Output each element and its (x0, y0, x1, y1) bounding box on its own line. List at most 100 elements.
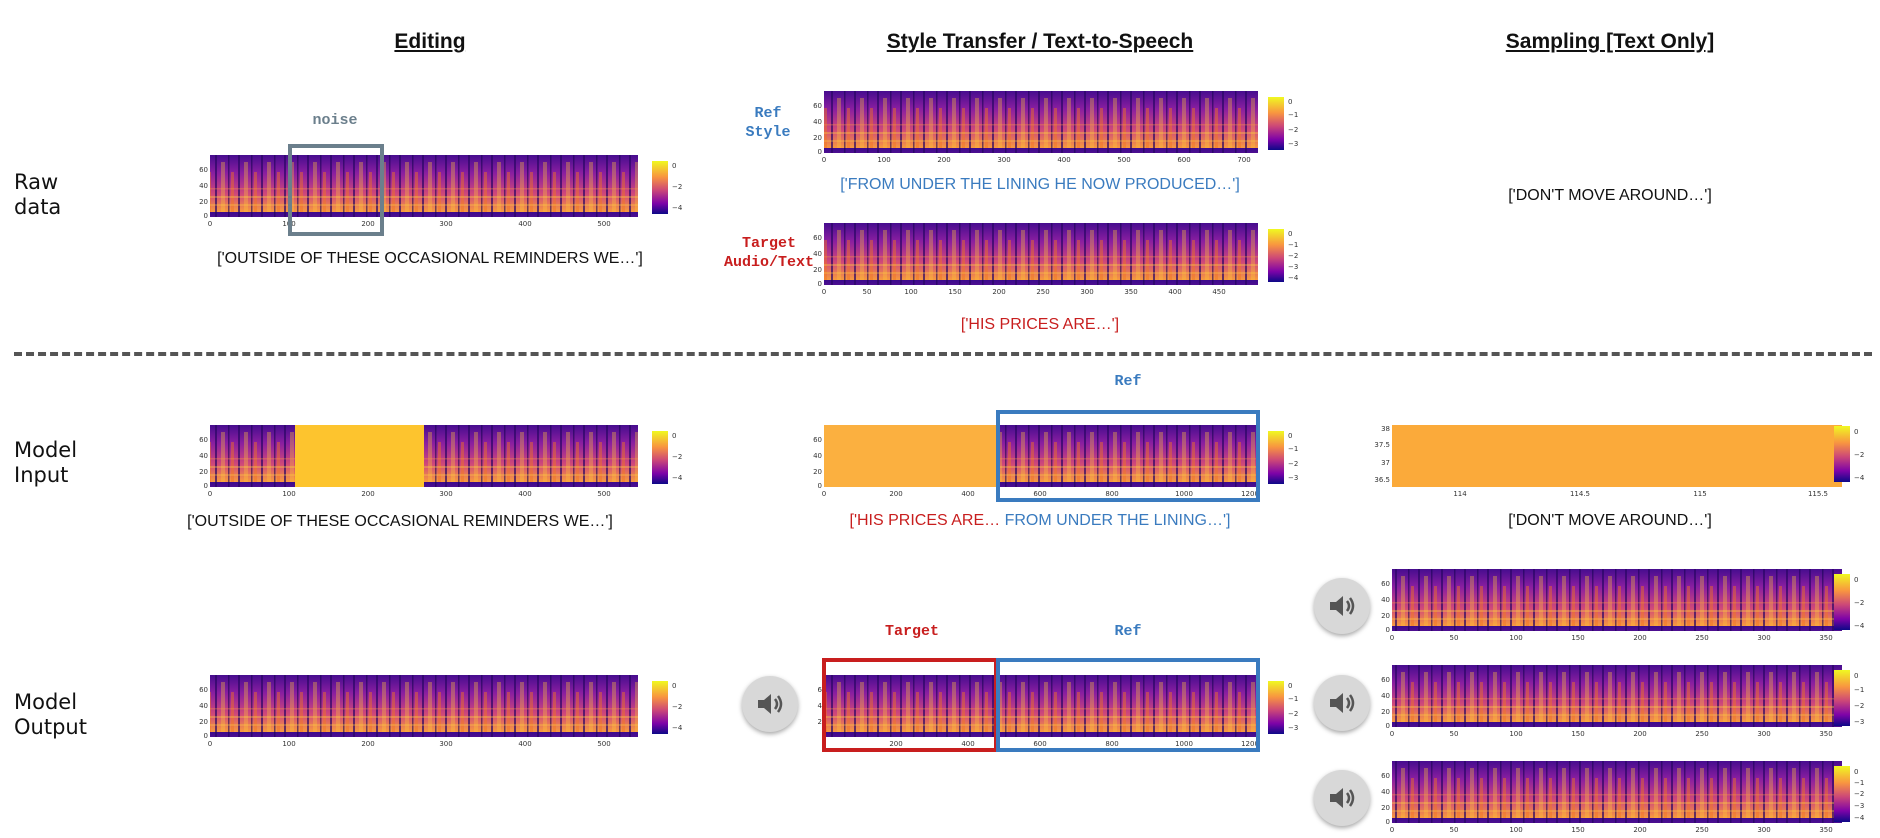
noise-label: noise (312, 112, 358, 129)
svg-text:60: 60 (1381, 676, 1390, 684)
svg-text:60: 60 (813, 102, 822, 110)
sampling-output-spectrogram-2: 60 40 20 0 0 50 100 150 200 250 300 350 (1370, 662, 1874, 740)
svg-text:0: 0 (1288, 230, 1292, 238)
svg-text:60: 60 (199, 436, 208, 444)
ref-style-line1: Ref (754, 105, 782, 122)
speaker-volume-icon (1330, 788, 1355, 808)
row-label-input-line2: Input (14, 463, 69, 487)
sampling-output-colorbar-1: 0 −2 −4 (1832, 572, 1876, 639)
svg-text:400: 400 (961, 740, 974, 748)
svg-text:0: 0 (672, 162, 676, 170)
target-line1: Target (741, 235, 796, 252)
svg-text:38: 38 (1381, 425, 1390, 433)
svg-text:−4: −4 (1854, 814, 1865, 822)
svg-text:−4: −4 (672, 204, 683, 212)
speaker-button-sample-2[interactable] (1314, 675, 1370, 731)
svg-text:20: 20 (813, 266, 822, 274)
svg-text:6: 6 (818, 686, 823, 694)
svg-text:0: 0 (1854, 768, 1858, 776)
svg-text:20: 20 (1381, 612, 1390, 620)
svg-text:0: 0 (208, 490, 212, 498)
svg-text:−4: −4 (672, 474, 683, 482)
svg-text:350: 350 (1819, 730, 1832, 738)
svg-text:−2: −2 (1854, 702, 1864, 710)
svg-text:60: 60 (1381, 772, 1390, 780)
svg-text:450: 450 (1212, 288, 1225, 296)
svg-text:114: 114 (1453, 490, 1467, 498)
svg-text:200: 200 (889, 490, 902, 498)
svg-text:100: 100 (877, 156, 890, 164)
speaker-button-sample-1[interactable] (1314, 578, 1370, 634)
svg-text:−2: −2 (1854, 790, 1864, 798)
row-label-output-line2: Output (14, 715, 87, 739)
svg-text:−2: −2 (1288, 710, 1298, 718)
sampling-input-caption: ['DON'T MOVE AROUND…'] (1508, 512, 1712, 529)
svg-text:100: 100 (282, 740, 295, 748)
svg-text:500: 500 (1117, 156, 1130, 164)
svg-text:−3: −3 (1288, 724, 1298, 732)
svg-text:60: 60 (813, 234, 822, 242)
svg-text:−4: −4 (1854, 474, 1865, 482)
svg-text:300: 300 (439, 490, 452, 498)
row-label-output-line1: Model (14, 690, 78, 714)
ref-label-input: Ref (1114, 373, 1142, 390)
style-input-spectrogram: 60 40 20 0 0 200 400 600 800 1000 1200 0… (806, 422, 1306, 500)
target-region-box-output (822, 658, 998, 752)
svg-text:100: 100 (1509, 634, 1522, 642)
sampling-output-colorbar-3: 0 −1 −2 −3 −4 (1832, 764, 1876, 831)
svg-text:600: 600 (1033, 740, 1046, 748)
svg-text:0: 0 (818, 148, 822, 156)
svg-text:0: 0 (1288, 98, 1292, 106)
svg-text:−4: −4 (672, 724, 683, 732)
svg-text:−1: −1 (1288, 111, 1298, 119)
header-sampling: Sampling [Text Only] (1505, 30, 1715, 53)
target-line2: Audio/Text (723, 254, 814, 271)
svg-text:60: 60 (1381, 580, 1390, 588)
svg-text:0: 0 (672, 682, 676, 690)
editing-input-spectrogram: 60 40 20 0 0 100 200 300 400 500 0 −2 −4 (190, 422, 700, 500)
style-input-caption: ['HIS PRICES ARE… FROM UNDER THE LINING…… (820, 512, 1260, 530)
speaker-volume-icon (758, 694, 783, 714)
svg-text:20: 20 (1381, 804, 1390, 812)
svg-text:200: 200 (361, 220, 374, 228)
editing-raw-caption: ['OUTSIDE OF THESE OCCASIONAL REMINDERS … (217, 250, 643, 267)
svg-text:20: 20 (199, 718, 208, 726)
svg-text:0: 0 (1288, 682, 1292, 690)
sampling-raw-caption: ['DON'T MOVE AROUND…'] (1508, 187, 1712, 204)
svg-text:−2: −2 (1288, 460, 1298, 468)
speaker-button-sample-3[interactable] (1314, 770, 1370, 826)
svg-text:0: 0 (1854, 576, 1858, 584)
svg-text:0: 0 (822, 490, 826, 498)
svg-text:40: 40 (199, 182, 208, 190)
svg-text:−2: −2 (672, 453, 682, 461)
svg-text:−3: −3 (1288, 474, 1298, 482)
svg-text:50: 50 (1450, 634, 1459, 642)
svg-text:40: 40 (1381, 596, 1390, 604)
svg-text:40: 40 (813, 118, 822, 126)
target-label-output: Target (884, 623, 939, 640)
ref-region-box-output (996, 658, 1260, 752)
svg-text:−1: −1 (1854, 779, 1864, 787)
svg-text:36.5: 36.5 (1374, 476, 1390, 484)
svg-text:0: 0 (818, 482, 822, 490)
svg-text:700: 700 (1237, 156, 1250, 164)
style-input-caption-target: ['HIS PRICES ARE… (849, 512, 1001, 529)
speaker-button-style-output[interactable] (742, 676, 798, 732)
svg-text:0: 0 (1390, 826, 1394, 834)
svg-text:115: 115 (1693, 490, 1706, 498)
svg-text:800: 800 (1105, 490, 1118, 498)
svg-text:500: 500 (597, 740, 610, 748)
ref-label-output: Ref (1114, 623, 1142, 640)
svg-text:50: 50 (1450, 826, 1459, 834)
svg-text:20: 20 (813, 468, 822, 476)
target-audio-text-label: Target Audio/Text (718, 234, 820, 272)
svg-text:−3: −3 (1288, 140, 1298, 148)
svg-text:400: 400 (518, 740, 531, 748)
sampling-output-colorbar-2: 0 −1 −2 −3 (1832, 668, 1876, 735)
svg-text:0: 0 (1386, 626, 1390, 634)
svg-text:1200: 1200 (1241, 740, 1259, 748)
svg-text:400: 400 (518, 220, 531, 228)
svg-text:20: 20 (199, 198, 208, 206)
speaker-volume-icon (1330, 693, 1355, 713)
speaker-volume-icon (1330, 596, 1355, 616)
